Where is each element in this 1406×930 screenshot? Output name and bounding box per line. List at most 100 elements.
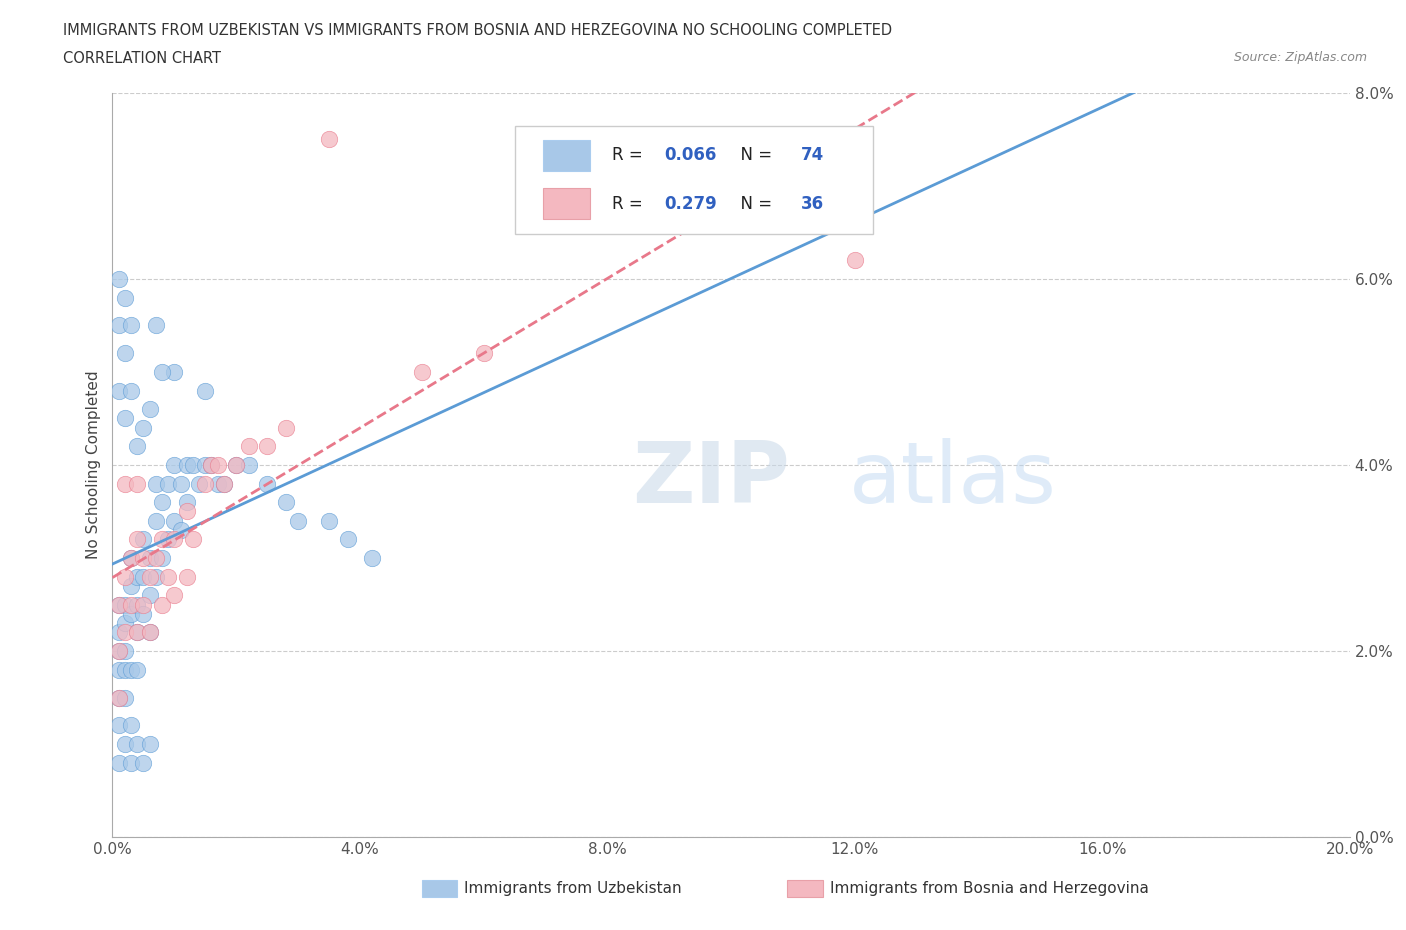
Point (169, 476, 191, 491)
Point (127, 662, 149, 677)
Point (107, 272, 129, 286)
Point (318, 513, 340, 528)
Point (274, 495, 297, 510)
Point (127, 737, 149, 751)
Point (138, 737, 160, 751)
Point (114, 690, 136, 705)
Point (120, 578, 142, 593)
Point (238, 458, 260, 472)
Point (132, 420, 155, 435)
Point (127, 439, 149, 454)
Text: 74: 74 (800, 147, 824, 165)
Point (145, 476, 167, 491)
Point (114, 411, 136, 426)
Point (176, 458, 198, 472)
Point (194, 458, 217, 472)
Text: R =: R = (613, 147, 648, 165)
Point (336, 532, 359, 547)
Point (114, 476, 136, 491)
Point (114, 737, 136, 751)
Text: 36: 36 (800, 195, 824, 213)
Point (176, 495, 198, 510)
Point (120, 383, 142, 398)
Point (120, 718, 142, 733)
Point (120, 662, 142, 677)
Point (145, 551, 167, 565)
Point (163, 513, 186, 528)
Point (107, 755, 129, 770)
Text: R =: R = (613, 195, 648, 213)
Point (169, 523, 191, 538)
Point (120, 551, 142, 565)
Point (127, 625, 149, 640)
Point (157, 569, 180, 584)
Point (114, 662, 136, 677)
Point (256, 439, 278, 454)
Point (120, 597, 142, 612)
Point (120, 755, 142, 770)
Point (274, 420, 297, 435)
Point (200, 458, 222, 472)
Point (194, 383, 217, 398)
Text: 0.279: 0.279 (664, 195, 717, 213)
Point (107, 690, 129, 705)
Point (120, 318, 142, 333)
Point (188, 476, 211, 491)
Point (138, 402, 160, 417)
Point (107, 662, 129, 677)
FancyBboxPatch shape (543, 140, 591, 171)
Point (200, 458, 222, 472)
Point (212, 476, 235, 491)
Point (163, 458, 186, 472)
Point (132, 755, 155, 770)
Point (150, 365, 173, 379)
Point (127, 597, 149, 612)
Point (107, 690, 129, 705)
Point (120, 606, 142, 621)
Point (127, 625, 149, 640)
Point (107, 644, 129, 658)
Point (107, 718, 129, 733)
Point (163, 588, 186, 603)
Point (132, 606, 155, 621)
Point (150, 495, 173, 510)
Point (114, 625, 136, 640)
FancyBboxPatch shape (543, 188, 591, 219)
Point (107, 625, 129, 640)
Point (138, 625, 160, 640)
Point (844, 253, 866, 268)
Point (127, 569, 149, 584)
Point (181, 458, 204, 472)
Point (138, 588, 160, 603)
Point (138, 625, 160, 640)
Point (181, 532, 204, 547)
Point (150, 597, 173, 612)
Point (132, 569, 155, 584)
Point (238, 439, 260, 454)
Point (114, 290, 136, 305)
Point (120, 551, 142, 565)
Text: N =: N = (730, 147, 778, 165)
Point (107, 597, 129, 612)
Point (361, 551, 384, 565)
Point (132, 551, 155, 565)
Point (207, 458, 229, 472)
Point (107, 318, 129, 333)
Point (176, 569, 198, 584)
Point (411, 365, 433, 379)
FancyBboxPatch shape (515, 126, 873, 234)
Point (256, 476, 278, 491)
Point (127, 476, 149, 491)
Point (157, 476, 180, 491)
Point (132, 597, 155, 612)
Text: Immigrants from Bosnia and Herzegovina: Immigrants from Bosnia and Herzegovina (830, 881, 1149, 896)
Point (225, 458, 247, 472)
Text: Source: ZipAtlas.com: Source: ZipAtlas.com (1233, 51, 1367, 64)
Point (145, 569, 167, 584)
Point (150, 551, 173, 565)
Point (287, 513, 309, 528)
Point (194, 476, 217, 491)
Y-axis label: No Schooling Completed: No Schooling Completed (86, 371, 101, 559)
Point (114, 597, 136, 612)
Point (163, 365, 186, 379)
